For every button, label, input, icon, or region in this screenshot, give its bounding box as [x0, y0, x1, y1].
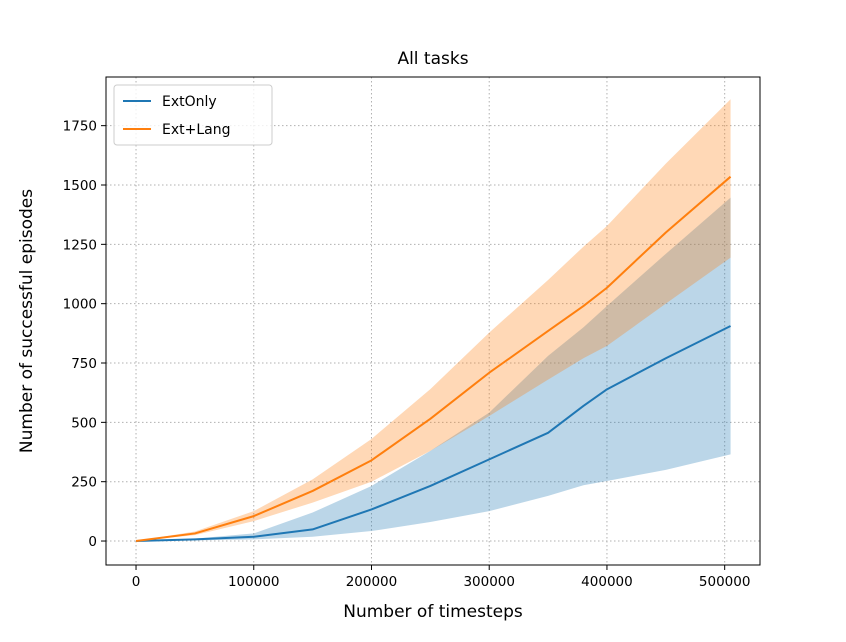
- x-tick-label: 200000: [346, 574, 398, 590]
- plot-frame: [105, 76, 761, 566]
- y-tick-label: 500: [71, 415, 97, 431]
- x-tick-label: 300000: [463, 574, 515, 590]
- y-tick-label: 1500: [63, 178, 97, 194]
- band-ext-lang: [136, 99, 731, 542]
- x-axis-ticks: 0 100000 200000 300000 400000 500000: [132, 565, 751, 590]
- y-axis-label: Number of successful episodes: [17, 189, 37, 453]
- line-extonly: [135, 325, 732, 543]
- confidence-bands: [136, 99, 731, 542]
- y-tick-label: 1750: [63, 119, 97, 135]
- x-axis-label: Number of timesteps: [343, 602, 523, 622]
- y-tick-label: 1250: [63, 237, 97, 253]
- x-tick-label: 100000: [228, 574, 280, 590]
- y-axis-ticks: 0 250 500 750 1000 1250 1500 1750: [63, 119, 106, 550]
- chart-title: All tasks: [397, 49, 468, 69]
- y-tick-label: 0: [88, 534, 97, 550]
- series-lines: [135, 175, 732, 543]
- legend: ExtOnly Ext+Lang: [113, 84, 273, 146]
- x-tick-label: 0: [132, 574, 141, 590]
- legend-box: [113, 84, 273, 146]
- x-tick-label: 500000: [699, 574, 751, 590]
- y-tick-label: 250: [71, 475, 97, 491]
- legend-label-extonly: ExtOnly: [162, 94, 217, 110]
- y-tick-label: 1000: [63, 297, 97, 313]
- x-tick-label: 400000: [581, 574, 633, 590]
- line-ext-lang: [135, 175, 732, 543]
- legend-label-ext-lang: Ext+Lang: [162, 122, 231, 138]
- band-extonly: [136, 197, 731, 542]
- y-tick-label: 750: [71, 356, 97, 372]
